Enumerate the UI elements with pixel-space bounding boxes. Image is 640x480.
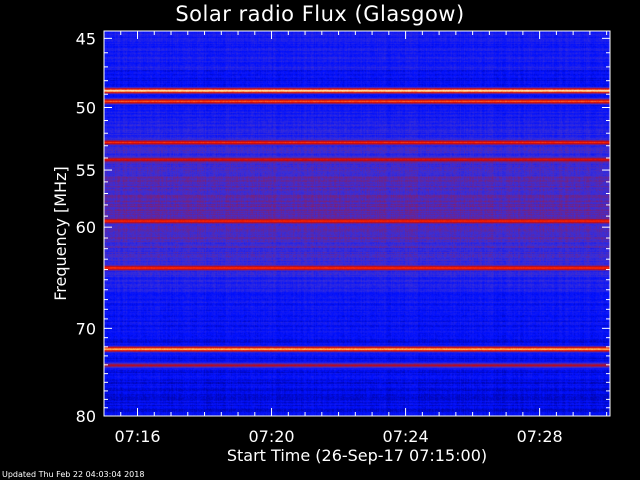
x-tick-label: 07:24 xyxy=(383,427,429,446)
x-tick-label: 07:16 xyxy=(114,427,160,446)
y-tick-label: 45 xyxy=(76,29,96,48)
y-tick-label: 80 xyxy=(76,407,96,426)
y-axis-label: Frequency [MHz] xyxy=(51,166,70,300)
chart-title: Solar radio Flux (Glasgow) xyxy=(175,2,465,26)
x-tick-label: 07:20 xyxy=(248,427,294,446)
y-tick-label: 70 xyxy=(76,319,96,338)
y-tick-label: 60 xyxy=(76,218,96,237)
y-tick-label: 55 xyxy=(76,161,96,180)
y-tick-label: 50 xyxy=(76,98,96,117)
plot-frame xyxy=(103,30,611,417)
updated-timestamp: Updated Thu Feb 22 04:03:04 2018 xyxy=(2,470,145,479)
x-tick-label: 07:28 xyxy=(517,427,563,446)
x-axis-label: Start Time (26-Sep-17 07:15:00) xyxy=(227,446,487,465)
